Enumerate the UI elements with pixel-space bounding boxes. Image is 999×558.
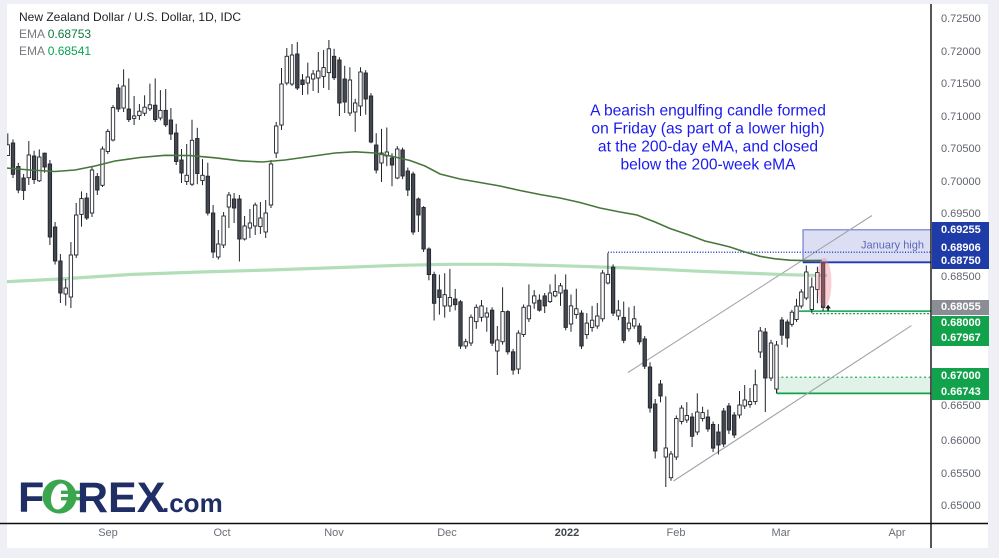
svg-text:on Friday (as part of a lower: on Friday (as part of a lower high) <box>591 121 824 138</box>
svg-text:at the 200-day eMA, and closed: at the 200-day eMA, and closed <box>598 139 818 156</box>
svg-text:F: F <box>18 474 44 522</box>
svg-text:below the 200-week eMA: below the 200-week eMA <box>620 157 796 174</box>
svg-text:REX: REX <box>77 474 166 522</box>
svg-text:January high: January high <box>861 239 924 251</box>
svg-text:.com: .com <box>162 488 223 518</box>
svg-text:A bearish engulfing candle for: A bearish engulfing candle formed <box>590 103 826 120</box>
